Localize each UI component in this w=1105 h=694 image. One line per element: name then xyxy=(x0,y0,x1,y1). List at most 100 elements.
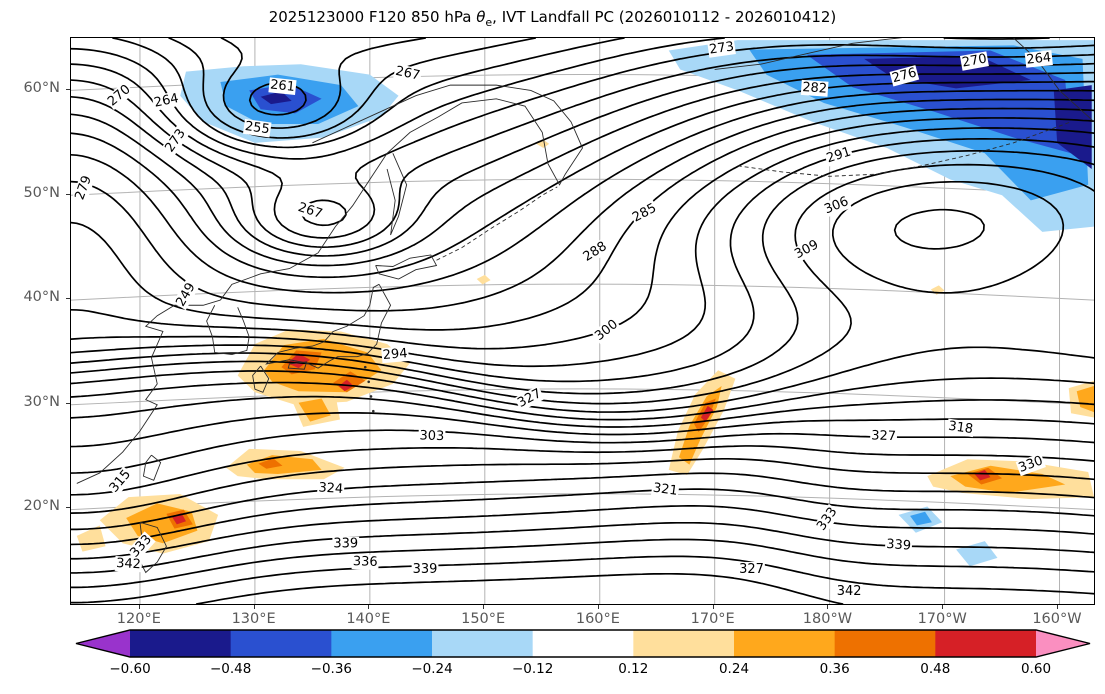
colorbar-segment xyxy=(834,630,936,657)
y-axis-tick xyxy=(66,507,70,509)
svg-text:300: 300 xyxy=(592,317,621,344)
svg-text:339: 339 xyxy=(413,562,438,577)
x-tick-label: 160°W xyxy=(1032,611,1082,627)
coastline xyxy=(76,299,221,484)
contour-label: 300 xyxy=(591,316,622,345)
shading-region-red xyxy=(700,405,714,422)
contour-label: 294 xyxy=(381,345,410,364)
x-axis-tick xyxy=(368,605,370,609)
svg-text:267: 267 xyxy=(394,64,421,84)
colorbar-segment xyxy=(230,630,332,657)
y-tick-label: 30°N xyxy=(23,393,60,410)
colorbar-segment xyxy=(432,630,534,657)
title-prefix: 2025123000 F120 850 hPa xyxy=(268,8,477,26)
svg-text:288: 288 xyxy=(581,239,610,265)
svg-text:324: 324 xyxy=(318,480,344,497)
colorbar-segment xyxy=(633,630,735,657)
svg-text:342: 342 xyxy=(116,556,142,572)
contour-line-261 xyxy=(168,38,537,139)
svg-text:270: 270 xyxy=(105,82,134,109)
coastline xyxy=(206,305,250,356)
shading-region-red xyxy=(974,469,991,481)
colorbar-segment xyxy=(532,630,634,657)
contour-label: 273 xyxy=(707,39,736,58)
island-dot xyxy=(372,409,375,413)
shading-region-navy xyxy=(864,55,1031,89)
contour-label: 342 xyxy=(835,584,863,599)
contour-line-285 xyxy=(71,89,1094,294)
contour-label: 339 xyxy=(332,537,360,552)
y-tick-label: 60°N xyxy=(23,80,60,97)
svg-text:339: 339 xyxy=(333,537,358,552)
contour-line-348 xyxy=(195,572,844,604)
y-axis-tick xyxy=(66,193,70,195)
svg-text:336: 336 xyxy=(353,554,378,570)
colorbar-tick-label: −0.36 xyxy=(310,661,353,677)
contour-line-291 xyxy=(71,107,1094,331)
x-tick-label: 180°W xyxy=(802,611,853,627)
coastline xyxy=(375,254,438,280)
contour-label: 270 xyxy=(959,51,989,71)
contour-label: 306 xyxy=(821,193,852,218)
x-axis-tick xyxy=(942,605,944,609)
island-dot xyxy=(363,365,367,369)
contour-label: 321 xyxy=(650,480,680,499)
svg-text:270: 270 xyxy=(961,51,988,70)
coastline xyxy=(142,454,162,481)
contour-line-264 xyxy=(112,38,625,149)
colorbar-tick-label: 0.48 xyxy=(920,661,951,677)
figure-title: 2025123000 F120 850 hPa θe, IVT Landfall… xyxy=(0,8,1105,29)
colorbar-segment xyxy=(734,630,836,657)
svg-text:339: 339 xyxy=(886,537,912,554)
x-tick-label: 170°E xyxy=(690,611,735,627)
contour-label: 318 xyxy=(946,418,975,438)
svg-text:276: 276 xyxy=(890,65,918,86)
x-tick-label: 140°E xyxy=(346,611,391,627)
colorbar-tick-label: 0.60 xyxy=(1020,661,1052,677)
shading-region-pale_orange xyxy=(536,139,550,149)
x-axis-tick xyxy=(712,605,714,609)
title-theta: θe xyxy=(476,8,493,29)
contour-line-315 xyxy=(71,395,1094,428)
contour-label: 255 xyxy=(242,118,272,138)
contour-line-303 xyxy=(71,150,1094,395)
x-axis-tick xyxy=(483,605,485,609)
colorbar-tick-label: −0.60 xyxy=(109,661,151,677)
svg-text:342: 342 xyxy=(837,584,862,599)
contour-label: 339 xyxy=(884,536,913,554)
contour-label: 342 xyxy=(114,555,143,573)
contour-label: 327 xyxy=(738,562,765,577)
contour-line-306 xyxy=(71,163,1094,405)
shading-region-azure xyxy=(910,511,932,526)
contour-line-309 xyxy=(71,180,1094,413)
colorbar-segment xyxy=(331,630,433,657)
graticule-latitude-line xyxy=(71,493,1094,511)
contour-line-333 xyxy=(71,488,1094,546)
contour-line-312 xyxy=(71,208,1094,421)
x-tick-label: 120°E xyxy=(116,611,161,627)
svg-text:303: 303 xyxy=(419,428,444,444)
shading-region-pale_orange xyxy=(476,274,491,285)
contour-label: 279 xyxy=(72,172,96,203)
coastline xyxy=(265,283,392,369)
colorbar-tick-label: −0.24 xyxy=(411,661,453,677)
y-axis-tick xyxy=(66,298,70,300)
contour-label: 267 xyxy=(393,63,423,84)
svg-text:291: 291 xyxy=(825,144,853,166)
graticule-latitude-line xyxy=(71,178,1094,196)
island-dot xyxy=(367,380,371,384)
shading-region-dark_orange xyxy=(258,458,283,469)
coastline xyxy=(714,38,903,70)
x-tick-label: 160°E xyxy=(575,611,620,627)
svg-text:333: 333 xyxy=(814,505,840,534)
coastline xyxy=(287,361,308,370)
svg-text:261: 261 xyxy=(269,77,295,94)
contour-label: 324 xyxy=(316,480,345,498)
contour-line-288 xyxy=(71,98,1094,312)
x-axis-tick xyxy=(253,605,255,609)
contour-label: 288 xyxy=(579,238,611,266)
y-axis-tick xyxy=(66,89,70,91)
contour-line-258 xyxy=(220,38,427,129)
coastline xyxy=(252,365,270,393)
